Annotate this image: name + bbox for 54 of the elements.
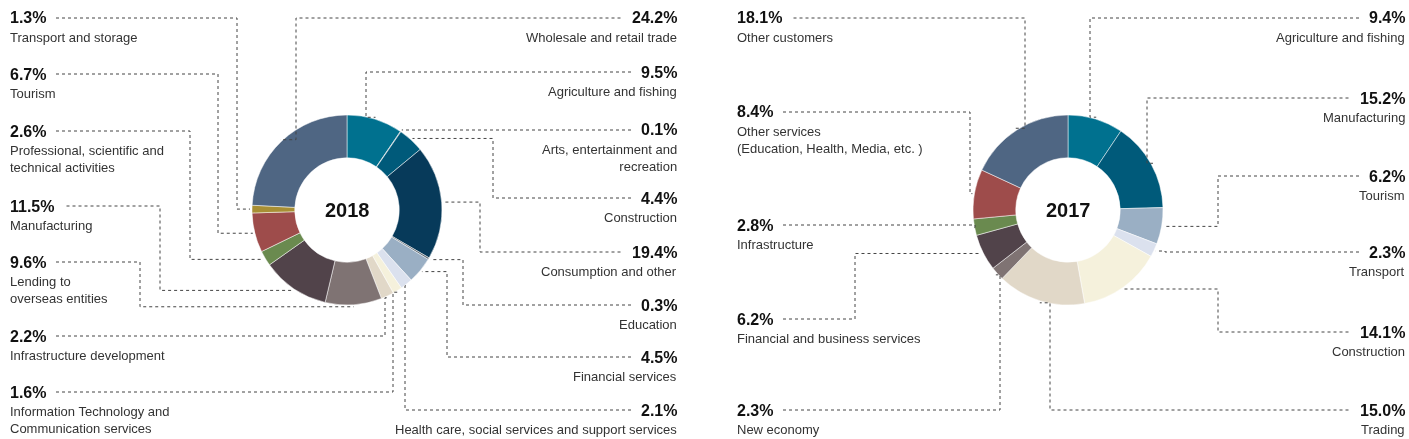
slice-label: Tourism bbox=[1359, 188, 1405, 203]
slice-label: Other services (Education, Health, Media, etc. ) bbox=[737, 124, 923, 156]
data-label: 4.5% bbox=[641, 349, 678, 366]
data-label: 2.3% bbox=[1369, 244, 1406, 261]
data-label: 6.2% bbox=[1369, 168, 1406, 185]
data-label: 15.0% bbox=[1360, 402, 1406, 419]
data-label: 24.2% bbox=[632, 9, 678, 26]
slice-label: Arts, entertainment and recreation bbox=[542, 142, 678, 174]
slice-label: Construction bbox=[604, 210, 677, 225]
data-label: 1.3% bbox=[10, 9, 47, 26]
data-label: 0.1% bbox=[641, 121, 678, 138]
data-label: 9.6% bbox=[10, 254, 47, 271]
slice-label: Financial and business services bbox=[737, 331, 922, 346]
data-label: 0.3% bbox=[641, 297, 678, 314]
data-label: 9.5% bbox=[641, 64, 678, 81]
data-label: 2.3% bbox=[737, 402, 774, 419]
data-label: 9.4% bbox=[1369, 9, 1406, 26]
data-label: 1.6% bbox=[10, 384, 47, 401]
data-label: 8.4% bbox=[737, 103, 774, 120]
data-label: 4.4% bbox=[641, 190, 678, 207]
data-label: 2.6% bbox=[10, 123, 47, 140]
slice-label: Financial services bbox=[573, 369, 677, 384]
slice-label: Tourism bbox=[10, 86, 56, 101]
data-label: 18.1% bbox=[737, 9, 783, 26]
slice-label: Health care, social services and support services bbox=[395, 422, 678, 437]
slice-label: Trading bbox=[1361, 422, 1405, 437]
slice-label: Construction bbox=[1332, 344, 1405, 359]
slice-label: New economy bbox=[737, 422, 820, 437]
text: 2018 bbox=[325, 199, 370, 221]
data-label: 11.5% bbox=[10, 198, 55, 215]
data-label: 15.2% bbox=[1360, 90, 1406, 107]
slice-label: Infrastructure development bbox=[10, 348, 166, 363]
slice-label: Other customers bbox=[737, 30, 834, 45]
slice-label: Agriculture and fishing bbox=[548, 84, 677, 99]
data-label: 2.2% bbox=[10, 328, 47, 345]
slice-label: Lending to overseas entities bbox=[10, 274, 109, 306]
slice-label: Consumption and other bbox=[541, 264, 677, 279]
slice-label: Transport and storage bbox=[10, 30, 138, 45]
slice-label: Education bbox=[619, 317, 677, 332]
slice-label: Agriculture and fishing bbox=[1276, 30, 1405, 45]
slice-label: Transport bbox=[1349, 264, 1405, 279]
data-label: 6.7% bbox=[10, 66, 47, 83]
data-label: 2.1% bbox=[641, 402, 678, 419]
data-label: 6.2% bbox=[737, 311, 774, 328]
data-label: 2.8% bbox=[737, 217, 774, 234]
data-label: 14.1% bbox=[1360, 324, 1406, 341]
text: 2017 bbox=[1046, 199, 1091, 221]
slice-label: Manufacturing bbox=[1323, 110, 1406, 125]
data-label: 19.4% bbox=[632, 244, 678, 261]
slice-label: Wholesale and retail trade bbox=[526, 30, 678, 45]
slice-label: Infrastructure bbox=[737, 237, 814, 252]
slice-label: Information Technology and Communication services bbox=[10, 404, 170, 436]
slice-label: Professional, scientific and technical activities bbox=[10, 143, 164, 175]
slice-label: Manufacturing bbox=[10, 218, 93, 233]
